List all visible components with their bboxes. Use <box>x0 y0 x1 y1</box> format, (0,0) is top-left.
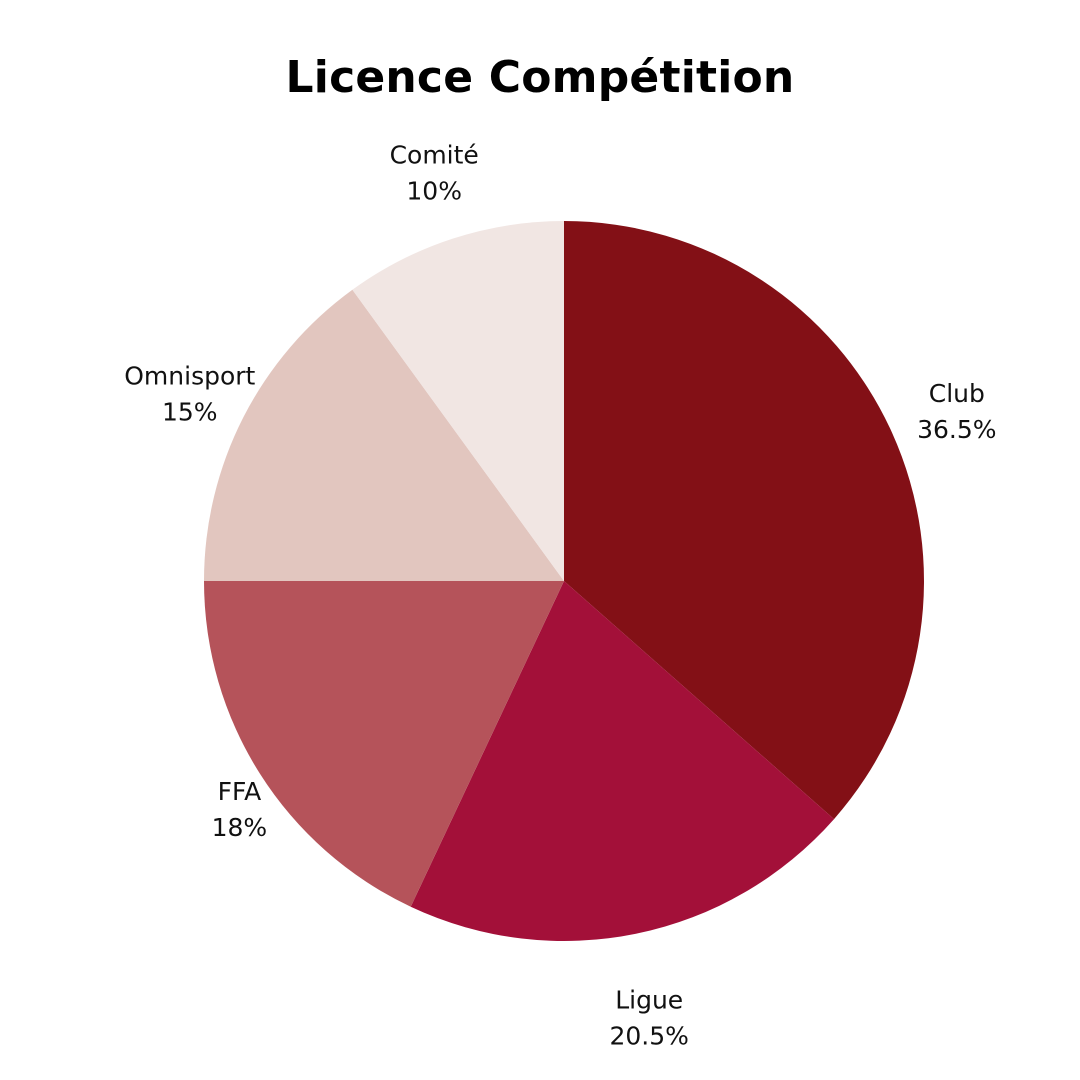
pie-slice-omnisport <box>204 289 564 581</box>
pie-slice-ligue <box>410 581 835 942</box>
slice-label-club: Club <box>929 379 985 408</box>
slice-value-omnisport: 15% <box>162 397 218 426</box>
pie-slices <box>203 221 924 942</box>
slice-value-ligue: 20.5% <box>609 1021 688 1050</box>
slice-label-omnisport: Omnisport <box>124 361 255 390</box>
slice-label-ffa: FFA <box>218 777 262 806</box>
slice-value-comité: 10% <box>406 177 462 206</box>
pie-slice-club <box>564 221 924 820</box>
slice-value-club: 36.5% <box>917 415 996 444</box>
slice-label-ligue: Ligue <box>615 985 683 1014</box>
chart-title: Licence Compétition <box>285 52 795 103</box>
pie-slice-ffa <box>203 581 564 907</box>
pie-labels: Club 36.5% Ligue 20.5% FFA 18% Omnisport 15% Com… <box>124 141 996 1051</box>
pie-slice-comité <box>352 221 564 581</box>
slice-value-ffa: 18% <box>212 813 268 842</box>
slice-label-comité: Comité <box>390 141 479 170</box>
